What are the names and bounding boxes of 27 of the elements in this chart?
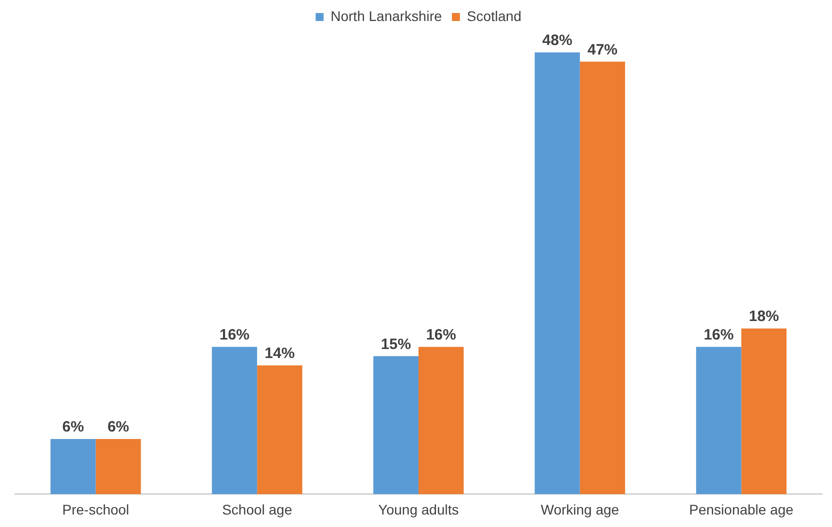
bar xyxy=(96,438,141,494)
data-label: 48% xyxy=(542,32,572,50)
data-label: 18% xyxy=(748,308,779,326)
data-label: 6% xyxy=(62,418,84,436)
data-label: 16% xyxy=(704,326,734,344)
data-label: 16% xyxy=(426,326,456,344)
bar xyxy=(741,328,786,494)
data-label: 47% xyxy=(587,41,618,58)
data-label: 6% xyxy=(107,418,130,436)
legend-label: North Lanarkshire xyxy=(330,8,442,24)
data-label: 15% xyxy=(380,336,411,353)
x-tick-label: Young adults xyxy=(378,501,459,518)
x-tick-label: Pensionable age xyxy=(689,501,794,518)
bar xyxy=(50,438,96,494)
legend-label: Scotland xyxy=(466,8,522,24)
bar xyxy=(580,62,626,494)
x-tick-label: Pre-school xyxy=(62,501,130,518)
bar xyxy=(534,52,580,494)
data-label: 14% xyxy=(264,344,295,362)
bar xyxy=(418,346,464,494)
bar xyxy=(696,346,742,494)
x-tick-label: Working age xyxy=(540,501,620,518)
bar xyxy=(212,346,258,494)
bar xyxy=(257,365,302,494)
bar xyxy=(373,356,418,494)
x-tick-label: School age xyxy=(222,501,292,518)
data-label: 16% xyxy=(219,326,250,344)
